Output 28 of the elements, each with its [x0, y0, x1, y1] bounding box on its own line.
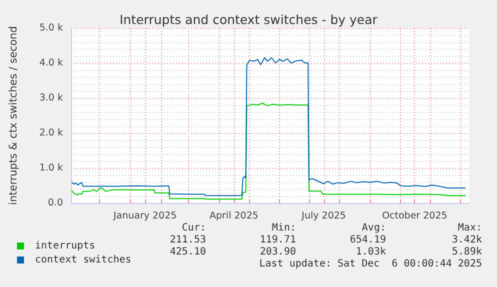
x-tick-label: April 2025 [209, 210, 258, 222]
chart-title: Interrupts and context switches - by year [120, 12, 378, 27]
text: 211.53 [170, 234, 206, 246]
y-axis-title: interrupts & ctx switches / second [8, 26, 20, 205]
legend-label: interrupts [35, 240, 96, 252]
x-tick-label: October 2025 [382, 210, 448, 222]
y-tick-label: 0.0 [48, 198, 63, 208]
y-tick-label: 3.0 k [39, 92, 64, 104]
text: Max: [458, 222, 482, 234]
text: 203.90 [260, 246, 296, 258]
text: 5.89k [452, 246, 482, 258]
text: 3.42k [452, 234, 482, 246]
y-tick-label: 5.0 k [39, 22, 64, 34]
y-tick-label: 4.0 k [39, 58, 64, 68]
y-tick-label: 1.0 k [39, 162, 64, 174]
line-series [71, 57, 466, 196]
x-tick-label: July 2025 [300, 210, 346, 222]
text: Avg: [362, 222, 386, 234]
text: 654.19 [350, 234, 386, 246]
y-tick-label: 2.0 k [39, 128, 64, 138]
text: 119.71 [260, 234, 296, 246]
text: 1.03k [356, 246, 386, 258]
x-tick-label: January 2025 [112, 210, 177, 222]
text: Min: [272, 222, 296, 234]
text: 425.10 [170, 246, 206, 258]
legend-label: context switches [35, 254, 132, 266]
text: Last update: Sat Dec 6 00:00:44 2025 [259, 258, 482, 270]
text: Cur: [182, 222, 206, 234]
